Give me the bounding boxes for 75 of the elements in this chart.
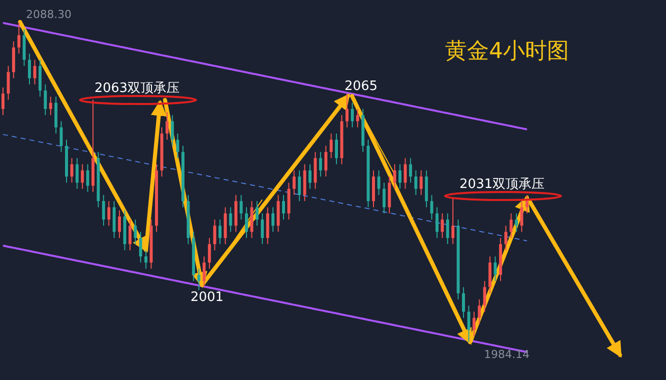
candlestick [510,212,513,238]
candlestick [398,164,402,190]
candlestick [514,212,518,232]
candlestick [462,286,465,318]
candlestick [282,194,286,220]
candlestick [70,158,74,184]
candlestick [76,158,79,190]
candlestick [436,206,439,238]
candlestick [298,170,301,202]
candlestick [44,84,47,116]
candlestick [319,151,322,178]
candlestick [526,194,528,214]
candlestick [170,114,174,146]
annotation: 2063双顶承压 [94,81,180,96]
candlestick [308,164,312,190]
candlestick [414,170,418,196]
candlestick [17,22,20,54]
candlestick [494,256,497,282]
candlestick [229,206,232,232]
candlestick [28,53,31,85]
candlestick [271,206,274,232]
candlestick [144,250,148,270]
candlestick [197,268,200,291]
candlestick [483,280,486,312]
candlestick [240,194,243,220]
candlestick [420,170,423,196]
candlestick [80,164,84,190]
text: 黄金4小时图 [445,39,569,64]
candlestick [202,256,206,288]
candlestick [128,219,132,251]
candlestick [213,219,216,251]
candlestick [292,170,296,196]
candlestick [446,212,450,245]
candlestick [176,133,180,159]
candlestick [102,194,106,226]
candlestick [504,225,508,251]
candlestick [33,59,36,85]
candlestick [451,198,454,245]
candlestick [404,158,407,190]
candlestick [382,182,386,214]
candlestick [260,212,264,245]
candlestick [430,194,434,220]
candlestick [393,164,396,190]
candlestick [134,219,137,245]
candlestick [244,206,248,238]
text: 1984.14 [484,348,530,361]
candlestick [86,164,90,192]
candlestick [467,305,470,342]
candlestick [49,96,52,116]
candlestick [139,231,142,264]
candlestick [208,237,211,270]
candlestick [377,170,380,196]
candlestick [256,200,259,226]
annotation: 2031双顶承压 [459,177,545,192]
candlestick [472,311,476,337]
candlestick [350,102,354,128]
candlestick [324,145,328,178]
candlestick [107,200,110,226]
candlestick [218,219,222,245]
annotation: 2001 [190,290,224,305]
candlestick [334,133,338,165]
candlestick [440,212,444,238]
candlestick [330,133,333,159]
candlestick [409,158,412,184]
candlestick [478,298,481,324]
candlestick [520,200,524,232]
candlestick [118,210,121,238]
candlestick [356,108,360,128]
candlestick [60,120,63,152]
candlestick [166,112,169,140]
text: 2088.30 [26,8,72,21]
candlestick [346,93,349,128]
candlestick [6,65,10,100]
candlestick [2,86,4,116]
annotation: 2065 [344,79,378,94]
